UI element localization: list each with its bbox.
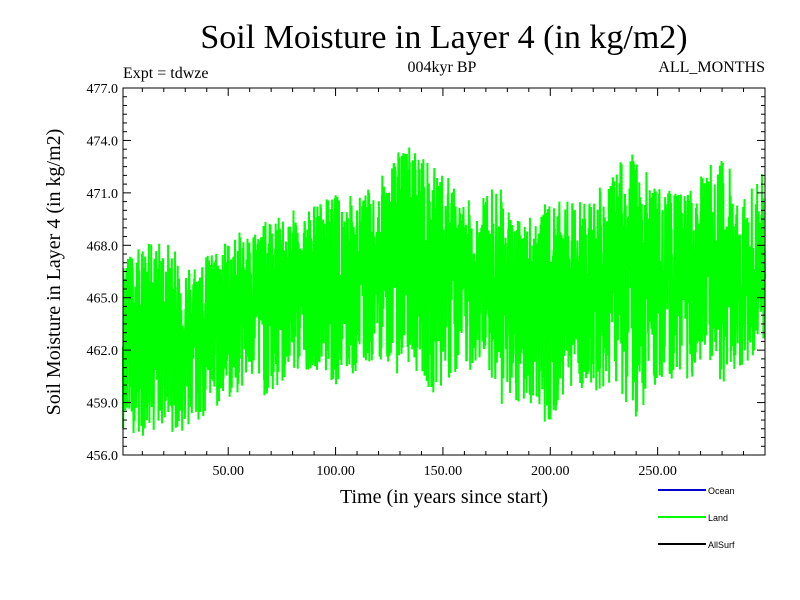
series-line-land xyxy=(122,147,766,436)
chart-title: Soil Moisture in Layer 4 (in kg/m2) xyxy=(200,19,687,56)
x-tick-label: 250.00 xyxy=(638,464,677,479)
series-layer xyxy=(122,147,766,436)
y-tick-label: 468.0 xyxy=(87,239,119,254)
axes-layer: 456.0 459.0 462.0 465.0 468.0 471.0 474.0 477.0… xyxy=(87,82,766,479)
x-tick-label: 100.00 xyxy=(316,464,355,479)
y-tick-label: 465.0 xyxy=(87,292,119,307)
x-tick-label: 200.00 xyxy=(531,464,570,479)
legend: Ocean Land AllSurf xyxy=(658,486,735,550)
subtitle-period: 004kyr BP xyxy=(408,59,477,76)
y-tick-label: 456.0 xyxy=(87,449,119,464)
x-tick-label: 150.00 xyxy=(424,464,463,479)
y-tick-label: 477.0 xyxy=(87,82,119,97)
y-axis-label: Soil Moisture in Layer 4 (in kg/m2) xyxy=(43,129,65,416)
y-tick-label: 462.0 xyxy=(87,344,119,359)
x-axis-label: Time (in years since start) xyxy=(340,486,548,508)
x-tick-label: 50.00 xyxy=(212,464,244,479)
y-tick-label: 474.0 xyxy=(87,134,119,149)
legend-label-land: Land xyxy=(708,513,728,523)
y-tick-label: 471.0 xyxy=(87,187,119,202)
legend-label-ocean: Ocean xyxy=(708,486,735,496)
legend-label-allsurf: AllSurf xyxy=(708,540,735,550)
subtitle-experiment: Expt = tdwze xyxy=(123,65,208,82)
y-tick-label: 459.0 xyxy=(87,397,119,412)
subtitle-months: ALL_MONTHS xyxy=(658,59,765,76)
